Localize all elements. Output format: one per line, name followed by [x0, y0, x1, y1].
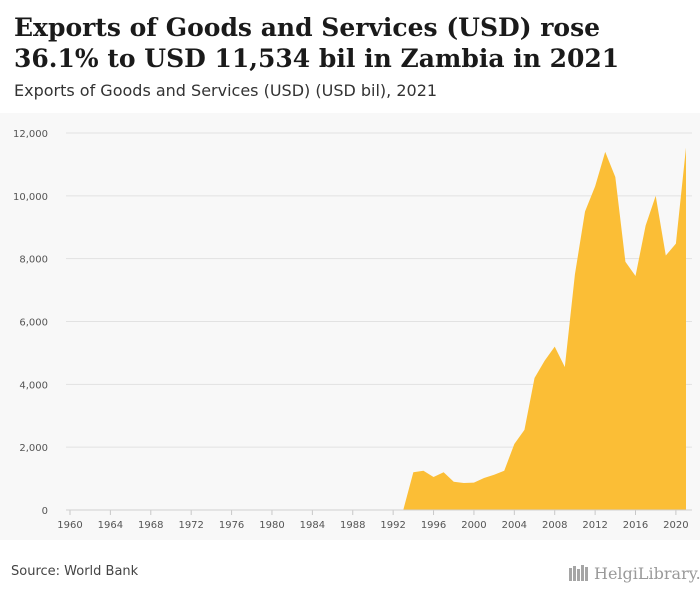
- y-tick-label: 12,000: [13, 129, 48, 140]
- x-tick-label: 1976: [219, 520, 244, 531]
- x-tick-label: 2020: [663, 520, 688, 531]
- y-tick-label: 8,000: [19, 255, 48, 266]
- x-tick-label: 1960: [57, 520, 82, 531]
- y-axis: 0 2,000 4,000 6,000 8,000 10,000 12,000: [13, 129, 48, 517]
- brand-text: HelgiLibrary.: [594, 563, 700, 583]
- x-tick-label: 1968: [138, 520, 163, 531]
- y-tick-label: 4,000: [19, 380, 48, 391]
- x-tick-label: 1980: [259, 520, 284, 531]
- x-axis: 1960 1964 1968 1972 1976 1980 1984 1988 1992 1996…: [57, 509, 692, 531]
- chart-title: Exports of Goods and Services (USD) rose…: [14, 13, 620, 73]
- area-series: [70, 147, 686, 510]
- x-tick-label: 1996: [421, 520, 446, 531]
- x-tick-label: 1992: [380, 520, 405, 531]
- x-tick-label: 2004: [502, 520, 527, 531]
- library-icon: [569, 565, 588, 581]
- y-tick-label: 2,000: [19, 443, 48, 454]
- x-tick-label: 1964: [98, 520, 123, 531]
- y-tick-label: 10,000: [13, 192, 48, 203]
- x-tick-label: 2008: [542, 520, 567, 531]
- x-tick-label: 1988: [340, 520, 365, 531]
- series-area: [70, 147, 686, 510]
- header: Exports of Goods and Services (USD) rose…: [0, 0, 700, 112]
- x-tick-label: 2000: [461, 520, 486, 531]
- helgi-library-logo: HelgiLibrary.: [568, 561, 700, 585]
- y-tick-label: 6,000: [19, 318, 48, 329]
- chart-subtitle: Exports of Goods and Services (USD) (USD…: [14, 81, 438, 100]
- y-tick-label: 0: [42, 506, 48, 517]
- x-tick-label: 1984: [300, 520, 325, 531]
- source-note: Source: World Bank: [11, 564, 139, 579]
- x-tick-label: 2016: [623, 520, 648, 531]
- x-tick-label: 2012: [582, 520, 607, 531]
- x-tick-label: 1972: [178, 520, 203, 531]
